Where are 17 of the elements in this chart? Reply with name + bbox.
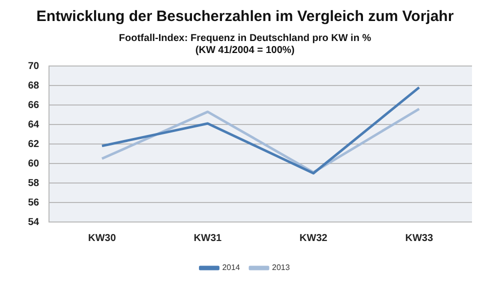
y-tick-label: 54 <box>28 216 40 228</box>
y-tick-label: 68 <box>28 80 40 92</box>
y-tick-label: 64 <box>28 119 40 130</box>
x-tick-label: KW32 <box>300 232 328 244</box>
legend-label: 2013 <box>272 263 290 272</box>
legend-label: 2014 <box>222 263 241 272</box>
y-tick-label: 58 <box>28 178 40 189</box>
y-tick-label: 60 <box>28 158 40 170</box>
chart-title: Entwicklung der Besucherzahlen im Vergleich zum Vorjahr <box>36 8 454 26</box>
x-tick-label: KW30 <box>88 232 116 244</box>
y-tick-label: 66 <box>28 100 40 111</box>
x-tick-label: KW33 <box>405 232 434 244</box>
x-tick-label: KW31 <box>194 232 222 244</box>
y-tick-label: 62 <box>28 138 40 150</box>
chart-subtitle: Footfall-Index: Frequenz in Deutschland pro KW in % (KW 41/2004 = 100%) <box>118 32 372 56</box>
y-tick-label: 70 <box>28 60 40 72</box>
y-tick-label: 56 <box>28 197 40 208</box>
